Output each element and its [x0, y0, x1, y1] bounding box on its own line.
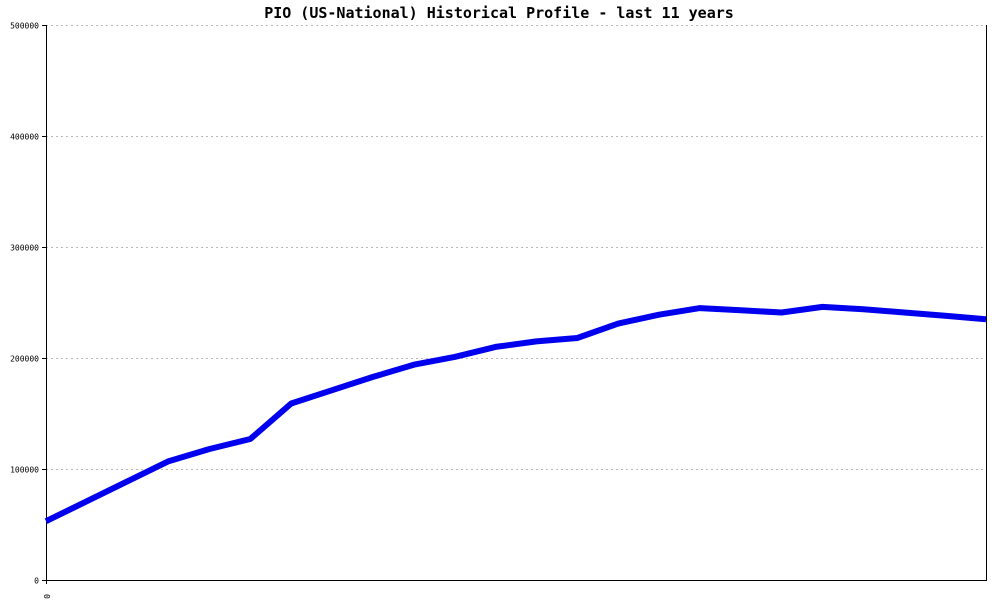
- y-tick-label: 300000: [10, 244, 39, 253]
- y-tick-label: 100000: [10, 466, 39, 475]
- series-group: [44, 303, 987, 524]
- y-tick-label: 0: [34, 577, 39, 586]
- y-tick-label: 400000: [10, 133, 39, 142]
- chart-title: PIO (US-National) Historical Profile - l…: [264, 4, 734, 22]
- y-tick-label: 500000: [10, 22, 39, 31]
- series-line: [44, 303, 987, 524]
- grid: [46, 25, 986, 470]
- y-axis-ticks: 0 100000 200000 300000 400000 500000: [10, 22, 46, 586]
- x-axis-ticks: 0: [42, 580, 51, 599]
- axes: [46, 25, 987, 581]
- y-tick-label: 200000: [10, 355, 39, 364]
- x-tick-label: 0: [42, 594, 51, 599]
